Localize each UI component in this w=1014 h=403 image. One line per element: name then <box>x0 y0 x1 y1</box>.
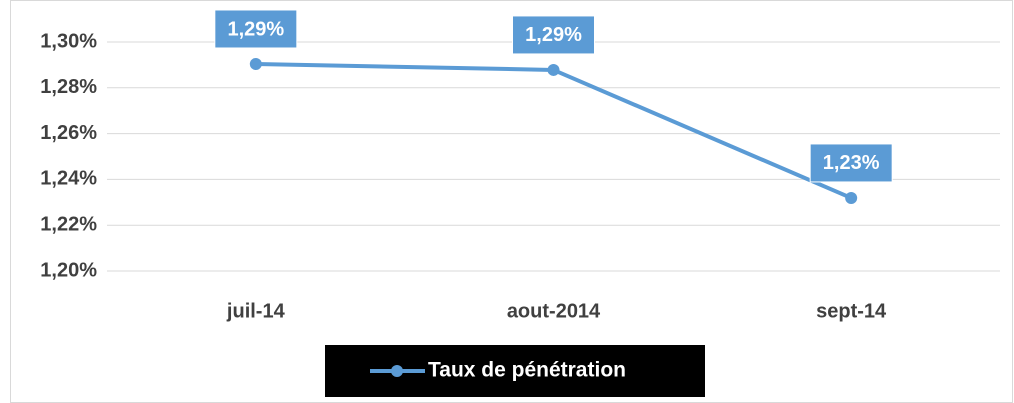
x-tick-label: juil-14 <box>226 300 286 322</box>
data-label: 1,29% <box>227 18 284 40</box>
point <box>547 63 560 76</box>
chart-frame <box>10 0 1013 403</box>
data-label: 1,23% <box>823 152 880 174</box>
y-tick-label: 1,28% <box>40 76 97 98</box>
legend-marker <box>391 365 403 377</box>
x-tick-label: aout-2014 <box>507 300 601 322</box>
point <box>249 57 262 70</box>
data-label: 1,29% <box>525 24 582 46</box>
y-tick-label: 1,24% <box>40 168 97 190</box>
data-label-box <box>809 143 893 183</box>
legend-label: Taux de pénétration <box>428 359 626 382</box>
y-tick-label: 1,30% <box>40 30 97 52</box>
y-tick-label: 1,20% <box>40 259 97 281</box>
data-label-box <box>214 9 298 49</box>
data-label-box <box>512 15 595 55</box>
y-tick-label: 1,22% <box>40 213 97 235</box>
point <box>845 191 858 204</box>
x-tick-label: sept-14 <box>816 300 887 322</box>
y-tick-label: 1,26% <box>40 122 97 144</box>
